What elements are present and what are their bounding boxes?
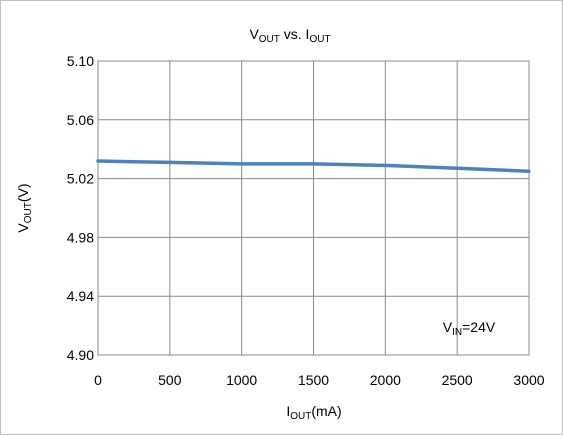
x-tick-label: 500 (158, 372, 182, 388)
x-tick-label: 2000 (370, 372, 401, 388)
y-tick-label: 5.06 (67, 112, 94, 128)
chart-title: VOUT vs. IOUT (249, 26, 330, 45)
y-tick-labels: 5.10 5.06 5.02 4.98 4.94 4.90 (67, 53, 94, 363)
y-tick-label: 5.02 (67, 171, 94, 187)
y-tick-label: 5.10 (67, 53, 94, 69)
series-line (96, 159, 531, 173)
x-tick-label: 1500 (298, 372, 329, 388)
x-axis-label: IOUT(mA) (286, 403, 341, 422)
grid-lines (97, 60, 530, 356)
y-tick-label: 4.98 (67, 229, 94, 245)
y-axis-label: VOUT(V) (15, 183, 34, 232)
x-tick-labels: 0 500 1000 1500 2000 2500 3000 (94, 372, 545, 388)
vin-annotation: VIN=24V (443, 319, 496, 338)
x-tick-label: 3000 (513, 372, 544, 388)
x-tick-label: 1000 (226, 372, 257, 388)
x-tick-label: 2500 (442, 372, 473, 388)
y-tick-label: 4.94 (67, 288, 94, 304)
series-group (96, 159, 531, 173)
y-tick-label: 4.90 (67, 347, 94, 363)
x-tick-label: 0 (94, 372, 102, 388)
